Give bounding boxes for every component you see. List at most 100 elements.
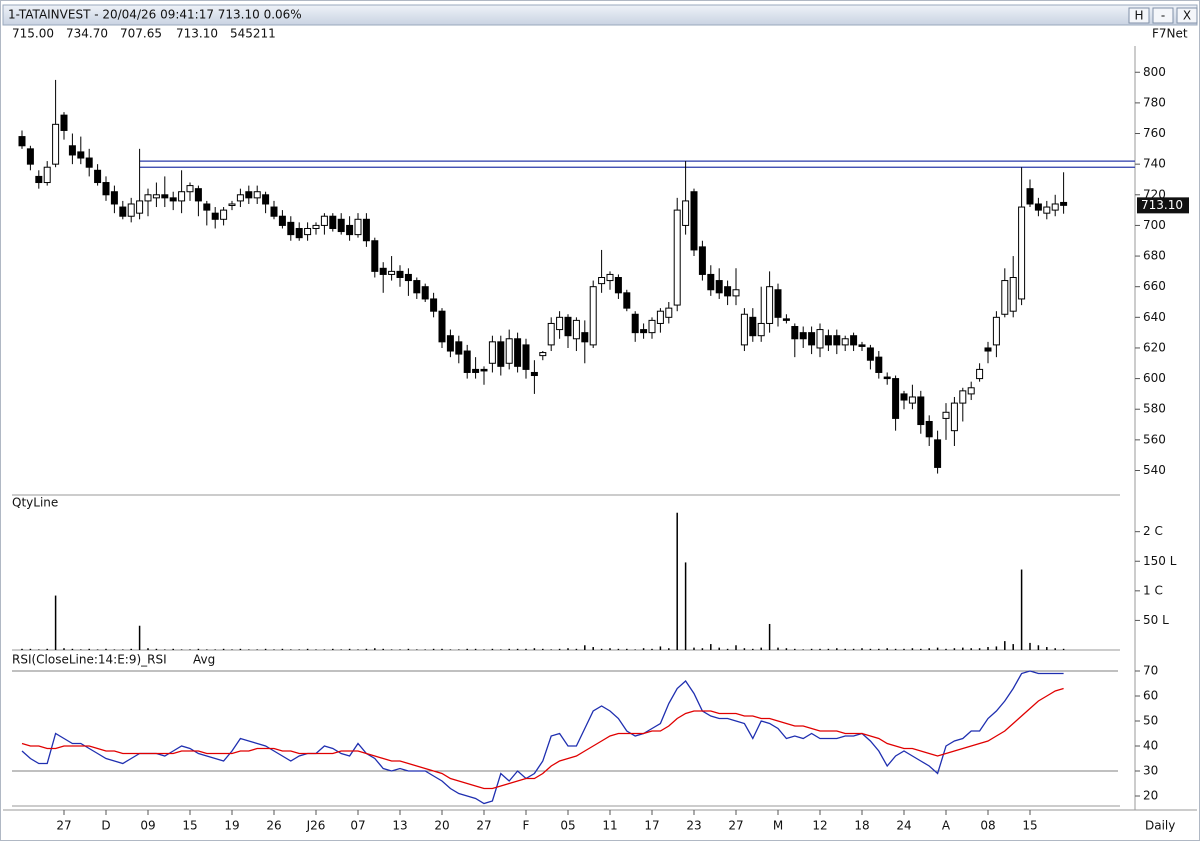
button[interactable] [1152,7,1174,24]
volume-bar [365,648,368,650]
button-label[interactable]: H [1134,9,1143,23]
volume-bar [29,648,32,650]
candle-body [959,390,967,404]
last-price-box [1137,197,1189,214]
volume-bar [819,648,821,650]
volume-bar [21,648,23,650]
volume-bar [567,648,569,650]
volume-bar [600,648,603,650]
volume-bar [962,647,964,650]
volume-bar [903,648,905,650]
volume-bar [54,595,57,650]
volume-bar [206,649,208,650]
volume-bar [626,648,628,650]
candle-body [43,166,51,184]
candle-body [539,352,547,357]
candle-body [413,280,421,294]
candle-body [152,194,160,199]
last-price-label: 713.10 [1141,198,1183,212]
x-tick-label: J26 [306,819,326,833]
candle-body [455,341,463,355]
volume-bar [945,648,947,650]
button-label[interactable]: - [1161,9,1165,23]
y-tick-label: 540 [1143,463,1166,477]
x-tick-label: 20 [434,819,449,833]
y-tick-label: 1 C [1143,583,1163,597]
candle-body [304,227,312,236]
candle-body [1018,206,1026,300]
candle-body [572,319,580,340]
candle-body [682,200,690,226]
candle-body [404,273,412,282]
volume-bar [777,647,779,650]
candle-body [883,376,891,380]
y-tick-label: 620 [1143,340,1166,354]
candle-body [850,335,858,346]
candle-body [673,209,681,306]
candle-body [253,191,261,199]
volume-bar [298,649,300,650]
volume-bar [768,623,771,650]
volume-bar [382,648,384,650]
volume-bar [323,649,326,650]
volume-bar [491,648,494,650]
volume-bar [911,648,914,650]
volume-bar [416,649,418,650]
volume-bar [96,649,99,650]
candle-body [278,215,286,226]
candle-body [1009,277,1017,312]
volume-bar [542,648,544,650]
volume-bar [894,648,897,650]
candle-body [1043,206,1051,214]
window-buttons: H - X [1128,7,1198,24]
button[interactable] [1176,7,1198,24]
candle-body [102,182,110,196]
candle-body [698,246,706,275]
button[interactable] [1128,7,1150,24]
volume-bar [449,649,452,650]
timeframe: Daily [1145,819,1175,833]
y-tick-label: 600 [1143,371,1166,385]
volume-bar [432,648,435,650]
candle-body [52,123,60,165]
candle-body [833,335,841,346]
candle-body [245,191,253,199]
y-tick-label: 30 [1143,764,1158,778]
volume-bar [399,649,401,650]
candle-body [640,329,648,334]
volume-bar [516,648,519,650]
candle-body [26,148,34,165]
candle-body [236,194,244,202]
volume-bar [575,648,578,650]
volume-bar [785,648,788,650]
button-label[interactable]: X [1183,9,1191,23]
volume-bar [189,649,191,650]
candle-body [354,218,362,236]
volume-bar [357,649,359,650]
volume-bar [239,648,242,650]
y-tick-label: 800 [1143,65,1166,79]
candle-body [329,215,337,229]
candle-body [992,316,1000,346]
volume-bar [155,648,158,650]
y-tick-label: 560 [1143,432,1166,446]
candle-body [648,319,656,334]
x-tick-label: M [773,819,783,833]
volume-bar [273,649,275,650]
y-tick-label: 150 L [1143,554,1177,568]
volume-bar [609,648,611,650]
candle-body [379,267,387,275]
quote-low: 707.65 [120,27,162,41]
volume-bar [852,648,855,650]
volume-bar [1020,569,1023,650]
rsi-line [21,687,1064,790]
y-tick-label: 640 [1143,310,1166,324]
volume-bar [231,649,233,650]
volume-bar [861,648,863,650]
candle-body [169,197,177,202]
x-tick-label: 23 [686,819,701,833]
candle-body [514,338,522,367]
candle-body [866,347,874,361]
candle-body [824,335,832,346]
candle-body [732,289,740,297]
